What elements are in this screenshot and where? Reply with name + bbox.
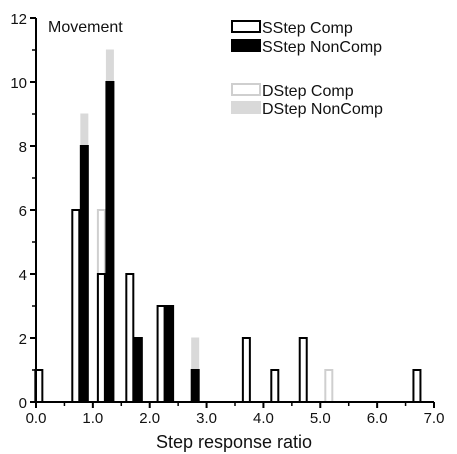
- bar-sstep-comp-13: [298, 337, 308, 403]
- x-tick-label: 6.0: [367, 410, 388, 427]
- bar-sstep-comp-11: [241, 337, 251, 403]
- y-tick-label: 2: [19, 331, 27, 348]
- legend-label-dstep-comp: DStep Comp: [262, 83, 354, 100]
- bar-sstep-comp-1: [71, 209, 81, 403]
- bar-dstep-noncomp-stack-2: [80, 113, 89, 147]
- y-tick-label: 0: [19, 395, 27, 412]
- bar-dstep-noncomp-stack-5: [105, 49, 114, 83]
- legend-swatch-sstep-noncomp: [231, 39, 261, 52]
- y-tick-label: 8: [19, 139, 27, 156]
- movement-annotation: Movement: [48, 19, 123, 36]
- legend-swatch-sstep-comp: [231, 20, 261, 33]
- axes-layer: [35, 18, 434, 403]
- legend-label-sstep-comp: SStep Comp: [262, 20, 353, 37]
- x-tick-label: 4.0: [253, 410, 274, 427]
- x-tick-label: 0.0: [26, 410, 47, 427]
- bar-sstep-comp-12: [270, 369, 280, 403]
- bar-sstep-noncomp-5: [105, 81, 115, 403]
- legend-label-sstep-noncomp: SStep NonComp: [262, 39, 382, 56]
- bars-layer: [34, 49, 422, 403]
- y-tick-label: 6: [19, 203, 27, 220]
- bar-sstep-comp-8: [156, 305, 166, 403]
- legend-swatch-dstep-comp: [231, 83, 261, 96]
- bar-dstep-noncomp-stack-10: [191, 337, 200, 371]
- x-tick-label: 3.0: [196, 410, 217, 427]
- ticks-layer: 0 2 4 6 8 10 12 0.0 1.0 2.0 3.0 4.0 5.0 6.0 7.0: [10, 11, 444, 427]
- bar-sstep-comp-15: [412, 369, 422, 403]
- bar-sstep-comp-4: [96, 273, 106, 403]
- bar-sstep-noncomp-10: [190, 369, 200, 403]
- x-tick-label: 1.0: [82, 410, 103, 427]
- y-tick-label: 12: [10, 11, 27, 28]
- x-axis-title: Step response ratio: [156, 432, 312, 452]
- bar-sstep-comp-6: [125, 273, 135, 403]
- legend-swatch-dstep-noncomp: [231, 101, 261, 114]
- bar-sstep-noncomp-2: [79, 145, 89, 403]
- x-tick-label: 2.0: [139, 410, 160, 427]
- x-tick-label: 7.0: [424, 410, 445, 427]
- bar-sstep-noncomp-9: [165, 305, 175, 403]
- x-tick-label: 5.0: [310, 410, 331, 427]
- bar-sstep-noncomp-7: [133, 337, 143, 403]
- legend-label-dstep-noncomp: DStep NonComp: [262, 101, 383, 118]
- bar-dstep-comp-14: [324, 369, 334, 403]
- y-tick-label: 4: [19, 267, 27, 284]
- y-tick-label: 10: [10, 75, 27, 92]
